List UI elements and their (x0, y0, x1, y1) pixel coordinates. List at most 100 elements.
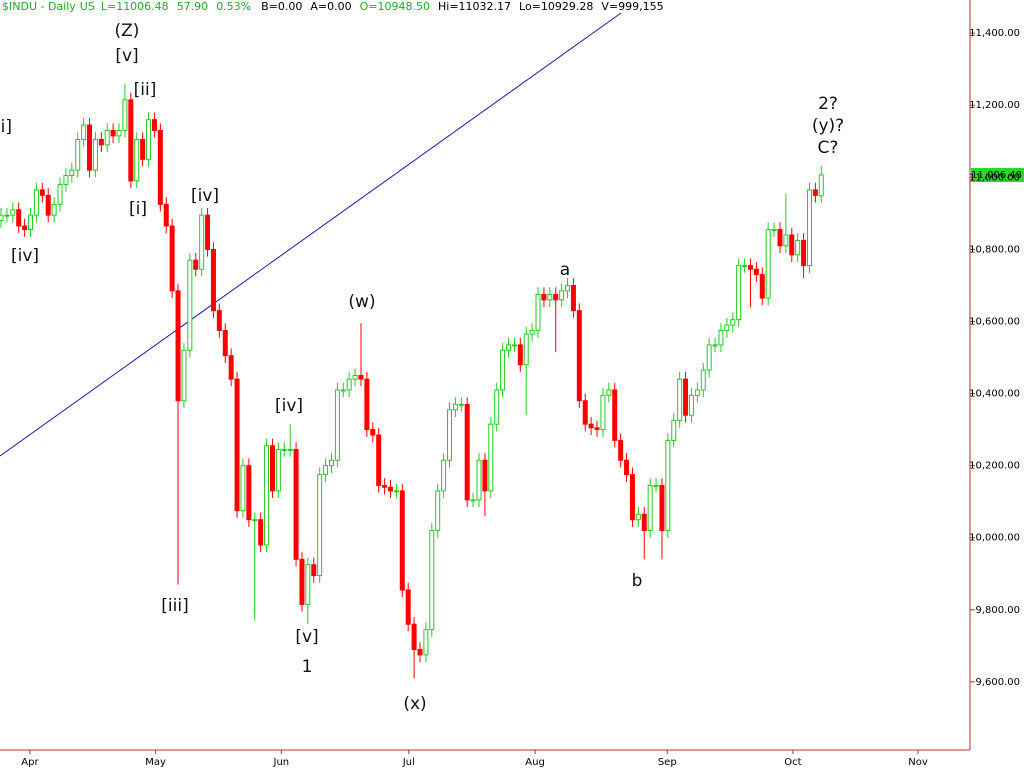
candle-body (157, 129, 163, 205)
wave-label: a (560, 260, 570, 280)
candle-body (417, 648, 423, 656)
candle-body (653, 484, 659, 487)
x-tick-label: Jul (402, 757, 415, 768)
candle-body (517, 344, 523, 366)
candle-body (181, 349, 187, 402)
candle-body (470, 499, 476, 502)
candle-body (45, 194, 51, 216)
candle-body (476, 459, 482, 501)
last-value-label: 11,006.48 (971, 170, 1022, 181)
candle-body (134, 138, 140, 182)
candle-body (376, 434, 382, 486)
candle-body (33, 189, 39, 216)
candle-body (128, 99, 134, 182)
candle-body (399, 490, 405, 591)
candle-body (777, 229, 783, 247)
x-tick-label: Nov (908, 757, 928, 768)
candle-body (783, 234, 789, 247)
candle-body (506, 344, 512, 351)
candle-body (311, 564, 317, 577)
candle-body (346, 378, 352, 391)
y-tick-label: 9,600.00 (975, 677, 1020, 688)
candle-body (216, 310, 222, 331)
candle-body (340, 389, 346, 392)
candle-body (806, 189, 812, 267)
candle-body (647, 484, 653, 532)
candle-body (393, 490, 399, 493)
wave-label: (y)? (812, 116, 844, 136)
candle-body (488, 423, 494, 492)
candle-body (175, 290, 181, 402)
candle-body (624, 459, 630, 476)
candle-body (334, 389, 340, 461)
candle-body (210, 248, 216, 312)
candle-body (51, 203, 57, 216)
candle-body (328, 459, 334, 467)
candle-body (565, 284, 571, 292)
candle-body (700, 369, 706, 391)
candle-body (736, 265, 742, 321)
header-text: US (80, 0, 95, 13)
candle-body (706, 344, 712, 371)
candle-body (665, 439, 671, 532)
candle-body (240, 465, 246, 512)
candle-body (364, 378, 370, 431)
candle-body (370, 429, 376, 436)
header-text: O=10948.50 (360, 0, 430, 13)
wave-label: [v] (115, 46, 138, 66)
candle-body (264, 445, 270, 546)
candle-body (688, 394, 694, 416)
candle-body (10, 209, 16, 216)
candle-body (500, 349, 506, 391)
y-tick-label: 11,200.00 (969, 100, 1020, 111)
candle-body (98, 138, 104, 146)
wave-label: 2? (818, 94, 838, 114)
candle-body (482, 459, 488, 492)
x-tick-label: Apr (21, 757, 39, 768)
candle-body (411, 623, 417, 650)
candle-body (582, 400, 588, 425)
candle-body (0, 214, 4, 222)
wave-label: (x) (403, 694, 426, 714)
wave-label: [iv] (275, 396, 303, 416)
header-text: 0.53% (216, 0, 251, 13)
candle-body (4, 214, 10, 217)
candle-body (458, 403, 464, 406)
candle-body (618, 439, 624, 461)
candle-body (269, 445, 275, 492)
wave-label: [iv] (11, 246, 39, 266)
candle-body (16, 209, 22, 227)
candle-body (541, 293, 547, 301)
candle-body (529, 329, 535, 335)
candle-body (92, 138, 98, 171)
candle-body (659, 484, 665, 532)
candle-body (287, 448, 293, 451)
wave-label: [ii] (134, 80, 157, 100)
candle-body (22, 225, 28, 231)
candle-body (801, 239, 807, 267)
wave-label: [i] (129, 199, 147, 219)
candle-body (494, 389, 500, 425)
header-text: B=0.00 (261, 0, 302, 13)
candle-body (116, 129, 122, 137)
wave-label: 1 (302, 657, 313, 677)
header-text: $INDU - Daily (2, 0, 76, 13)
candle-body (576, 310, 582, 402)
x-tick-label: Aug (525, 757, 545, 768)
overlay: 11,006.48 $INDU - Daily US L=11006.48 57.90 0… (0, 0, 1024, 714)
candle-body (812, 189, 818, 196)
x-tick-label: Jun (273, 757, 290, 768)
candle-body (742, 265, 748, 268)
header-text: V=999,155 (601, 0, 663, 13)
candle-body (187, 259, 193, 351)
candles (0, 83, 824, 679)
header-text: 57.90 (177, 0, 209, 13)
candle-body (523, 333, 529, 366)
candle-body (222, 329, 228, 357)
candle-body (759, 274, 765, 299)
y-tick-label: 10,600.00 (969, 316, 1020, 327)
candle-body (553, 293, 559, 301)
candle-body (683, 378, 689, 416)
